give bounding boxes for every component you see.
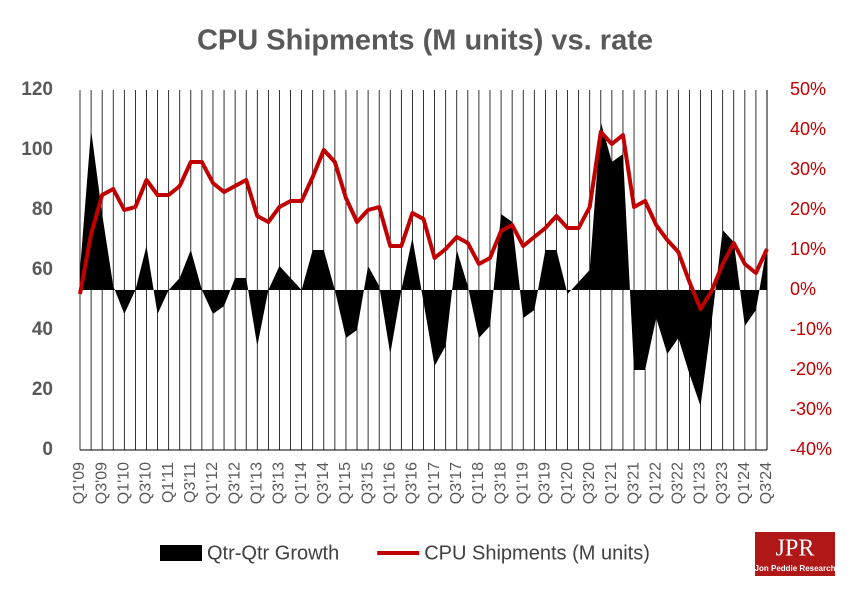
y2-tick-label: 0% [790, 279, 816, 299]
legend-label: CPU Shipments (M units) [424, 542, 650, 564]
x-tick-label: Q3'11 [182, 462, 199, 503]
y2-tick-label: -10% [790, 319, 832, 339]
x-tick-label: Q1'16 [381, 462, 398, 504]
y2-tick-label: -30% [790, 399, 832, 419]
y2-tick-label: 20% [790, 199, 826, 219]
x-tick-label: Q1'24 [736, 462, 753, 504]
x-tick-label: Q1'19 [514, 462, 531, 504]
x-tick-label: Q1'13 [249, 462, 266, 504]
x-tick-label: Q1'14 [293, 462, 310, 504]
y-tick-label: 0 [42, 439, 53, 460]
x-tick-label: Q3'23 [714, 462, 731, 504]
y-tick-label: 80 [32, 199, 53, 220]
x-tick-label: Q1'12 [204, 462, 221, 504]
y-tick-label: 60 [32, 259, 53, 280]
x-tick-label: Q3'18 [492, 462, 509, 504]
x-tick-label: Q3'13 [271, 462, 288, 504]
chart-title: CPU Shipments (M units) vs. rate [197, 25, 653, 57]
y-tick-label: 20 [32, 379, 53, 400]
x-tick-label: Q1'15 [337, 462, 354, 504]
x-tick-label: Q3'19 [537, 462, 554, 504]
line [78, 130, 769, 311]
x-tick-label: Q3'20 [581, 462, 598, 504]
area [80, 122, 767, 406]
y-tick-label: 120 [21, 79, 53, 100]
logo: JPR Jon Peddie Research [755, 532, 836, 576]
y2-tick-label: -20% [790, 359, 832, 379]
x-tick-label: Q3'17 [448, 462, 465, 504]
y-tick-label: 100 [21, 139, 53, 160]
y2-tick-label: 40% [790, 119, 826, 139]
x-tick-label: Q3'15 [359, 462, 376, 504]
x-tick-label: Q3'14 [315, 462, 332, 504]
x-tick-label: Q1'22 [647, 462, 664, 504]
x-tick-label: Q3'16 [404, 462, 421, 504]
x-tick-label: Q1'18 [470, 462, 487, 504]
x-tick-label: Q1'21 [603, 462, 620, 504]
y2-tick-label: 30% [790, 159, 826, 179]
x-tick-label: Q1'17 [426, 462, 443, 504]
legend-label: Qtr-Qtr Growth [207, 542, 339, 564]
legend-swatch [160, 545, 202, 561]
x-tick-label: Q3'09 [93, 462, 110, 504]
x-tick-label: Q1'11 [160, 462, 177, 503]
x-tick-label: Q3'21 [625, 462, 642, 504]
y2-tick-label: 50% [790, 79, 826, 99]
x-tick-label: Q1'20 [559, 462, 576, 504]
y-tick-label: 40 [32, 319, 53, 340]
x-tick-label: Q1'10 [116, 462, 133, 504]
logo-box [755, 532, 835, 576]
logo-title: JPR [776, 536, 815, 562]
y2-tick-label: -40% [790, 439, 832, 459]
y2-tick-label: 10% [790, 239, 826, 259]
x-tick-label: Q3'12 [226, 462, 243, 504]
x-tick-label: Q3'24 [758, 462, 775, 504]
x-tick-label: Q1'09 [71, 462, 88, 504]
x-tick-label: Q1'23 [692, 462, 709, 504]
logo-subtitle: Jon Peddie Research [755, 564, 836, 573]
x-tick-label: Q3'10 [138, 462, 155, 504]
x-tick-label: Q3'22 [670, 462, 687, 504]
